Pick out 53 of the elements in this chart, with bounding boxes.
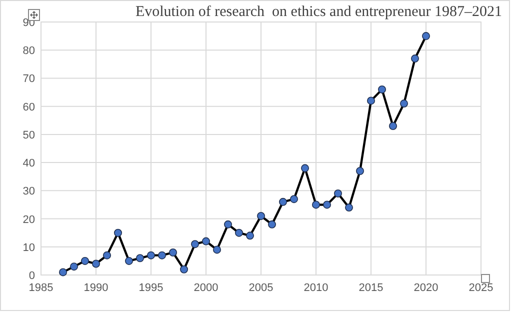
point [147, 251, 155, 260]
point [59, 268, 67, 276]
point [158, 251, 166, 260]
x-tick-label: 2000 [194, 282, 218, 294]
point [169, 248, 177, 257]
x-tick-label: 2015 [358, 282, 384, 294]
point [290, 195, 298, 204]
point [378, 85, 386, 94]
y-tick-label: 80 [22, 45, 35, 58]
point [235, 228, 243, 237]
point [400, 100, 408, 108]
point [92, 260, 100, 268]
point [125, 256, 133, 265]
point [180, 265, 188, 274]
y-tick-label: 70 [22, 73, 35, 86]
point [389, 122, 397, 130]
y-tick-label: 20 [22, 214, 35, 226]
x-tick-label: 2010 [304, 282, 328, 294]
point [268, 220, 276, 228]
point [323, 200, 331, 209]
point [191, 240, 199, 248]
point [103, 251, 111, 260]
point [411, 54, 419, 63]
y-tick-label: 0 [28, 270, 35, 282]
point [356, 166, 364, 175]
x-tick-label: 2020 [414, 282, 438, 294]
point [81, 256, 89, 265]
x-tick-label: 2005 [248, 282, 274, 294]
point [202, 237, 210, 246]
point [213, 246, 221, 254]
point [279, 198, 287, 206]
chart-title: Evolution of research on ethics and entrepreneur 1987–2021 [135, 4, 502, 20]
x-tick-label: 1995 [138, 282, 164, 294]
y-tick-label: 30 [22, 186, 35, 198]
y-tick-label: 50 [22, 129, 35, 142]
point [334, 189, 342, 198]
point [301, 164, 309, 172]
y-tick-label: 60 [22, 101, 35, 114]
point [246, 232, 254, 240]
point [345, 204, 353, 212]
point [312, 200, 320, 209]
point [257, 212, 265, 220]
y-tick-label: 40 [22, 158, 35, 170]
point [224, 220, 232, 228]
y-tick-label: 10 [22, 242, 35, 254]
x-tick-label: 2025 [468, 282, 494, 294]
point [422, 32, 430, 40]
x-tick-label: 1990 [84, 282, 108, 294]
point [136, 254, 144, 262]
x-tick-label: 1985 [28, 282, 54, 294]
point [114, 228, 122, 237]
point [367, 96, 375, 105]
point [70, 262, 78, 271]
